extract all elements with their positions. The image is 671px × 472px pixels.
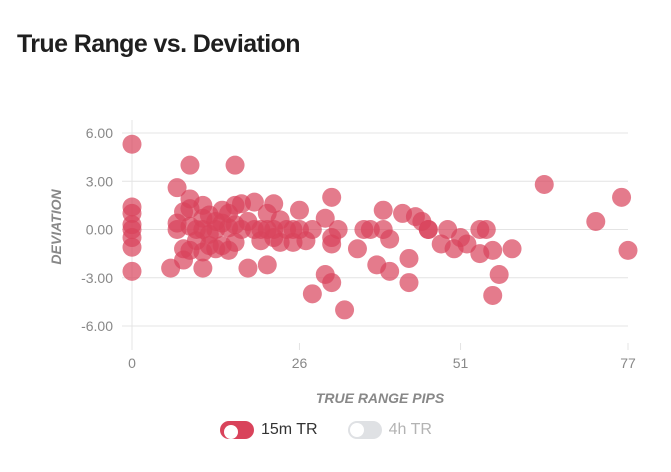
data-point[interactable]: [238, 258, 258, 278]
y-axis-title: DEVIATION: [48, 189, 64, 265]
y-tick-label: 0.00: [86, 222, 113, 238]
data-point[interactable]: [586, 211, 606, 231]
data-point[interactable]: [347, 239, 367, 259]
data-point[interactable]: [612, 187, 632, 207]
x-axis-title: TRUE RANGE PIPS: [316, 390, 445, 406]
y-tick-label: -3.00: [81, 270, 113, 286]
data-point[interactable]: [476, 220, 496, 239]
data-point[interactable]: [618, 240, 638, 260]
data-point[interactable]: [302, 220, 322, 239]
data-point[interactable]: [322, 187, 342, 207]
legend-item-15m-tr[interactable]: 15m TR: [220, 421, 318, 439]
data-point[interactable]: [167, 178, 187, 198]
chart-title: True Range vs. Deviation: [17, 30, 301, 58]
data-point[interactable]: [328, 220, 348, 239]
y-tick-label: 3.00: [86, 173, 113, 189]
data-point[interactable]: [483, 285, 503, 305]
data-point[interactable]: [302, 284, 322, 304]
legend-item-4h-tr[interactable]: 4h TR: [347, 421, 432, 439]
data-point[interactable]: [380, 229, 400, 249]
data-point[interactable]: [180, 155, 200, 175]
data-point[interactable]: [257, 255, 277, 275]
data-point[interactable]: [122, 134, 142, 154]
legend-label-4h-tr: 4h TR: [388, 421, 432, 438]
data-point[interactable]: [399, 248, 419, 268]
data-point[interactable]: [322, 234, 342, 254]
y-tick-label: -6.00: [81, 318, 113, 334]
series-points: [122, 134, 638, 320]
y-tick-label: 6.00: [86, 125, 113, 141]
data-point[interactable]: [289, 200, 309, 220]
data-point[interactable]: [489, 265, 509, 285]
legend: 15m TR 4h TR: [220, 421, 432, 439]
x-tick-label: 26: [292, 355, 308, 371]
data-point[interactable]: [335, 300, 355, 320]
data-point[interactable]: [399, 273, 419, 293]
data-point[interactable]: [534, 174, 554, 194]
legend-label-15m-tr: 15m TR: [261, 421, 318, 438]
data-point[interactable]: [315, 208, 335, 228]
x-axis: 0 26 51 77: [128, 343, 636, 371]
data-point[interactable]: [122, 237, 142, 257]
data-point[interactable]: [264, 194, 284, 214]
data-point[interactable]: [418, 220, 438, 239]
x-tick-label: 0: [128, 355, 136, 371]
toggle-on-icon[interactable]: [220, 421, 254, 439]
data-point[interactable]: [502, 239, 522, 259]
x-tick-label: 51: [453, 355, 469, 371]
data-point[interactable]: [373, 200, 393, 220]
data-point[interactable]: [193, 258, 213, 278]
data-point[interactable]: [225, 155, 245, 175]
data-point[interactable]: [483, 240, 503, 260]
toggle-off-icon[interactable]: [347, 421, 382, 439]
y-axis: 6.00 3.00 0.00 -3.00 -6.00: [81, 125, 113, 334]
data-point[interactable]: [380, 261, 400, 281]
data-point[interactable]: [122, 261, 142, 281]
data-point[interactable]: [244, 192, 264, 212]
data-point[interactable]: [322, 273, 342, 293]
x-tick-label: 77: [620, 355, 636, 371]
